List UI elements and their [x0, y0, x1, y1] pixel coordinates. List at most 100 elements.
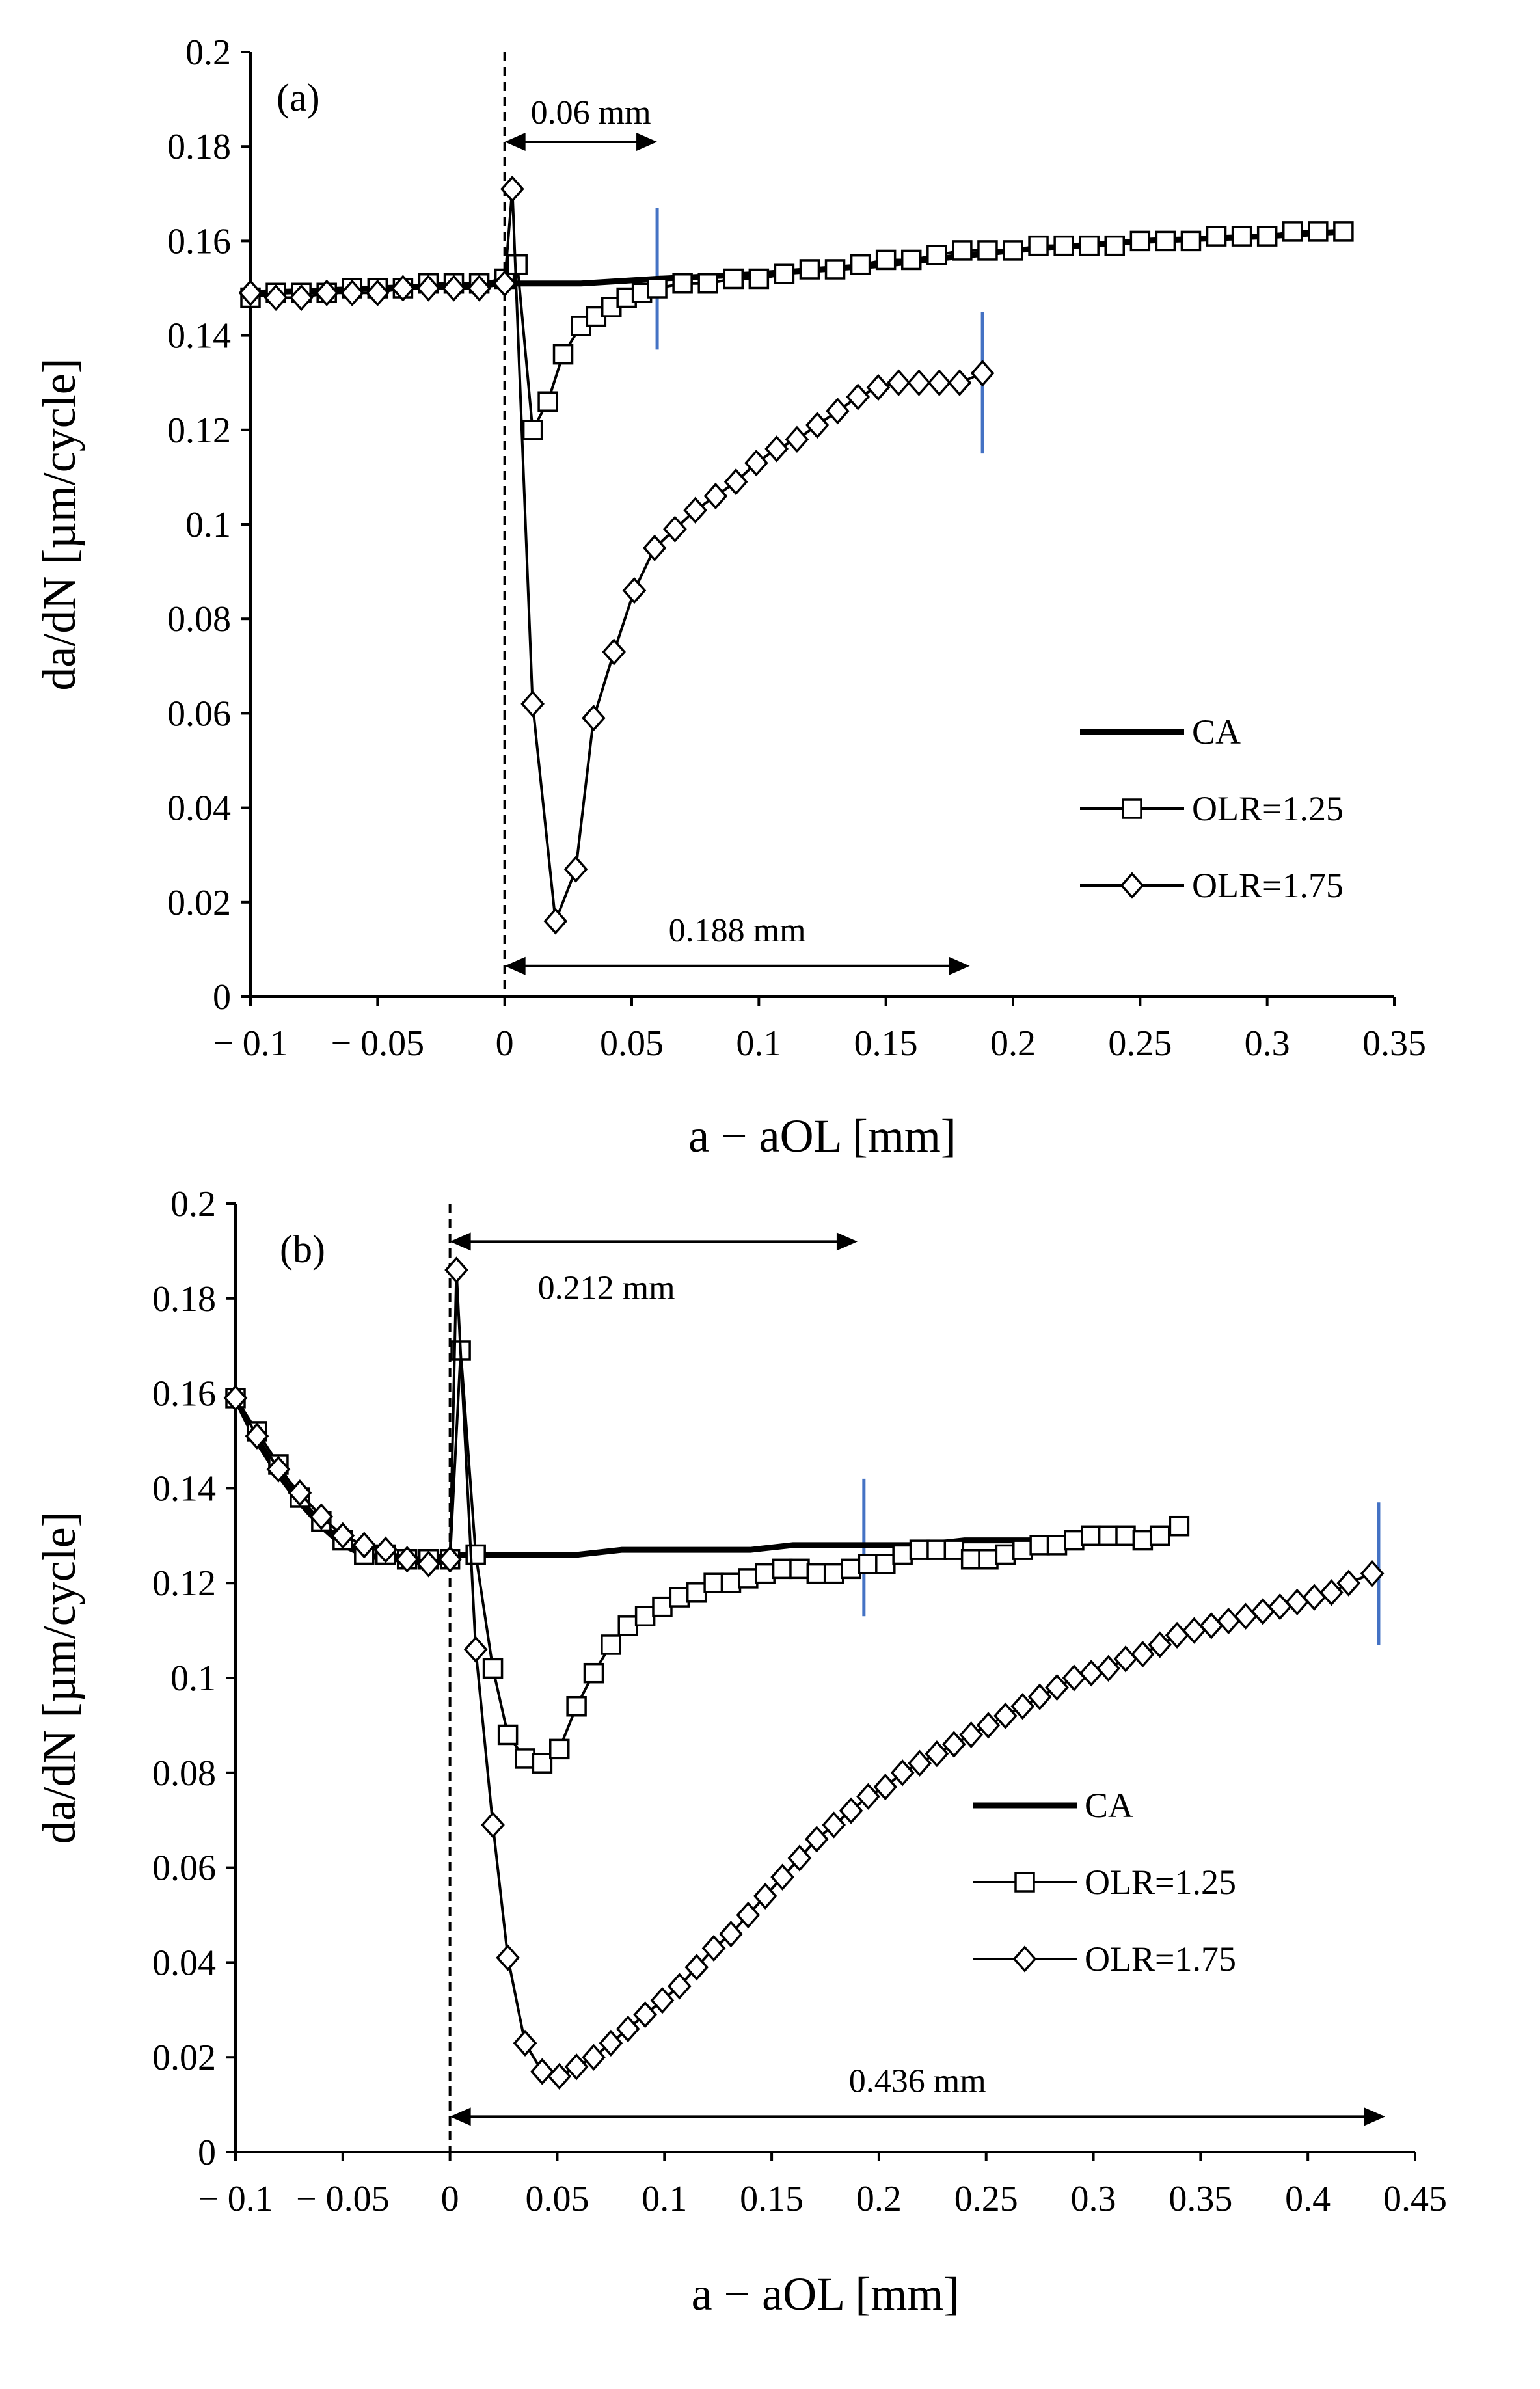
data-point-square	[774, 263, 795, 284]
data-point-diamond	[564, 2053, 589, 2081]
data-point-square	[1333, 221, 1354, 242]
data-point-square	[1079, 235, 1100, 256]
data-point-diamond	[1096, 1654, 1120, 1682]
data-point-square	[1081, 1525, 1101, 1546]
legend-label: OLR=1.75	[1192, 866, 1344, 905]
y-tick-label: 0.18	[152, 1279, 216, 1319]
data-point-square	[1104, 235, 1126, 256]
data-point-square	[1098, 1525, 1119, 1546]
data-point-diamond	[1045, 1673, 1069, 1701]
x-tick-label: 0.25	[954, 2179, 1018, 2219]
data-point-square	[1012, 1539, 1033, 1560]
data-point-diamond	[463, 1636, 488, 1663]
y-tick-label: 0.06	[167, 694, 231, 734]
data-point-diamond	[719, 1921, 743, 1948]
legend-label: CA	[1085, 1786, 1133, 1825]
y-tick-label: 0.14	[152, 1468, 216, 1509]
data-point-square	[1155, 230, 1176, 252]
data-point-square	[909, 1539, 930, 1560]
data-point-square	[1169, 1515, 1190, 1537]
data-point-square	[952, 240, 973, 261]
data-point-square	[789, 1558, 810, 1580]
data-point-diamond	[764, 435, 789, 463]
data-point-square	[824, 259, 846, 280]
y-tick-label: 0.2	[170, 1184, 216, 1224]
data-point-square	[583, 1662, 604, 1684]
data-point-diamond	[309, 1503, 334, 1530]
data-point-diamond	[438, 1546, 462, 1573]
data-point-square	[507, 254, 528, 275]
data-point-square	[875, 1554, 896, 1574]
data-point-square	[1308, 221, 1329, 242]
data-point-square	[926, 245, 947, 265]
data-point-square	[669, 1587, 690, 1608]
data-point-diamond	[805, 411, 830, 439]
data-point-diamond	[1319, 1579, 1344, 1606]
data-point-diamond	[288, 1479, 312, 1507]
data-point-diamond	[481, 1811, 505, 1839]
data-point-diamond	[493, 270, 517, 297]
data-point-diamond	[602, 638, 626, 666]
data-point-square	[858, 1554, 879, 1574]
data-point-diamond	[442, 275, 466, 302]
data-point-diamond	[352, 1532, 377, 1559]
x-tick-label: − 0.1	[198, 2179, 273, 2219]
y-tick-label: 0.1	[185, 505, 231, 545]
data-point-square	[995, 1544, 1016, 1565]
y-axis-label: da/dN [µm/cycle]	[33, 358, 85, 690]
data-point-diamond	[416, 275, 440, 302]
data-point-diamond	[785, 425, 809, 453]
data-point-square	[522, 420, 543, 440]
data-point-diamond	[1148, 1631, 1172, 1658]
y-tick-label: 0.04	[167, 789, 231, 829]
x-tick-label: − 0.1	[213, 1023, 288, 1064]
chart-panel-b: 0 0.02 0.04 0.06 0.08 0.1 0.12 0.14 0.16 0.18 0.2 −…	[33, 1184, 1447, 2320]
data-point-square	[686, 1582, 707, 1603]
y-axis-label: da/dN [µm/cycle]	[33, 1511, 85, 1844]
data-point-diamond	[723, 468, 748, 496]
x-tick-label: 0	[496, 1023, 514, 1064]
y-tick-label: 0.04	[152, 1943, 216, 1983]
x-tick-label: 0.1	[642, 2179, 687, 2219]
data-point-square	[772, 1558, 793, 1580]
data-point-diamond	[513, 2029, 537, 2057]
data-point-diamond	[787, 1844, 812, 1872]
data-point-square	[672, 273, 693, 294]
data-point-diamond	[839, 1797, 863, 1824]
data-point-diamond	[314, 279, 339, 306]
data-point-diamond	[582, 2044, 606, 2071]
panel-label: (b)	[280, 1228, 325, 1271]
data-point-square	[1282, 221, 1303, 242]
data-point-diamond	[976, 1712, 1001, 1739]
data-point-square	[799, 259, 820, 280]
y-tick-label: 0.2	[185, 33, 231, 73]
data-point-diamond	[804, 1826, 829, 1853]
legend-label: OLR=1.25	[1192, 789, 1344, 828]
data-point-square	[1115, 1525, 1136, 1546]
data-point-square	[748, 268, 770, 290]
annotation-arrow-head	[636, 132, 658, 151]
data-point-diamond	[289, 284, 314, 312]
x-tick-label: 0.35	[1169, 2179, 1232, 2219]
data-point-diamond	[907, 369, 931, 396]
data-point-diamond	[650, 1987, 675, 2014]
data-point-square	[755, 1563, 776, 1584]
x-tick-label: 0.3	[1071, 2179, 1116, 2219]
data-point-square	[497, 1724, 519, 1746]
data-point-square	[647, 278, 668, 299]
data-point-diamond	[886, 369, 911, 396]
legend-marker-square	[1122, 798, 1142, 819]
data-point-diamond	[642, 534, 667, 561]
data-point-diamond	[582, 705, 606, 732]
data-point-square	[1132, 1530, 1154, 1551]
data-point-diamond	[925, 1740, 949, 1768]
data-point-square	[1029, 1535, 1050, 1556]
data-point-diamond	[947, 369, 972, 396]
data-point-diamond	[1336, 1569, 1361, 1597]
x-tick-label: 0.15	[854, 1023, 918, 1064]
data-point-square	[617, 1615, 638, 1636]
data-point-square	[482, 1658, 504, 1679]
data-point-diamond	[701, 1934, 726, 1962]
